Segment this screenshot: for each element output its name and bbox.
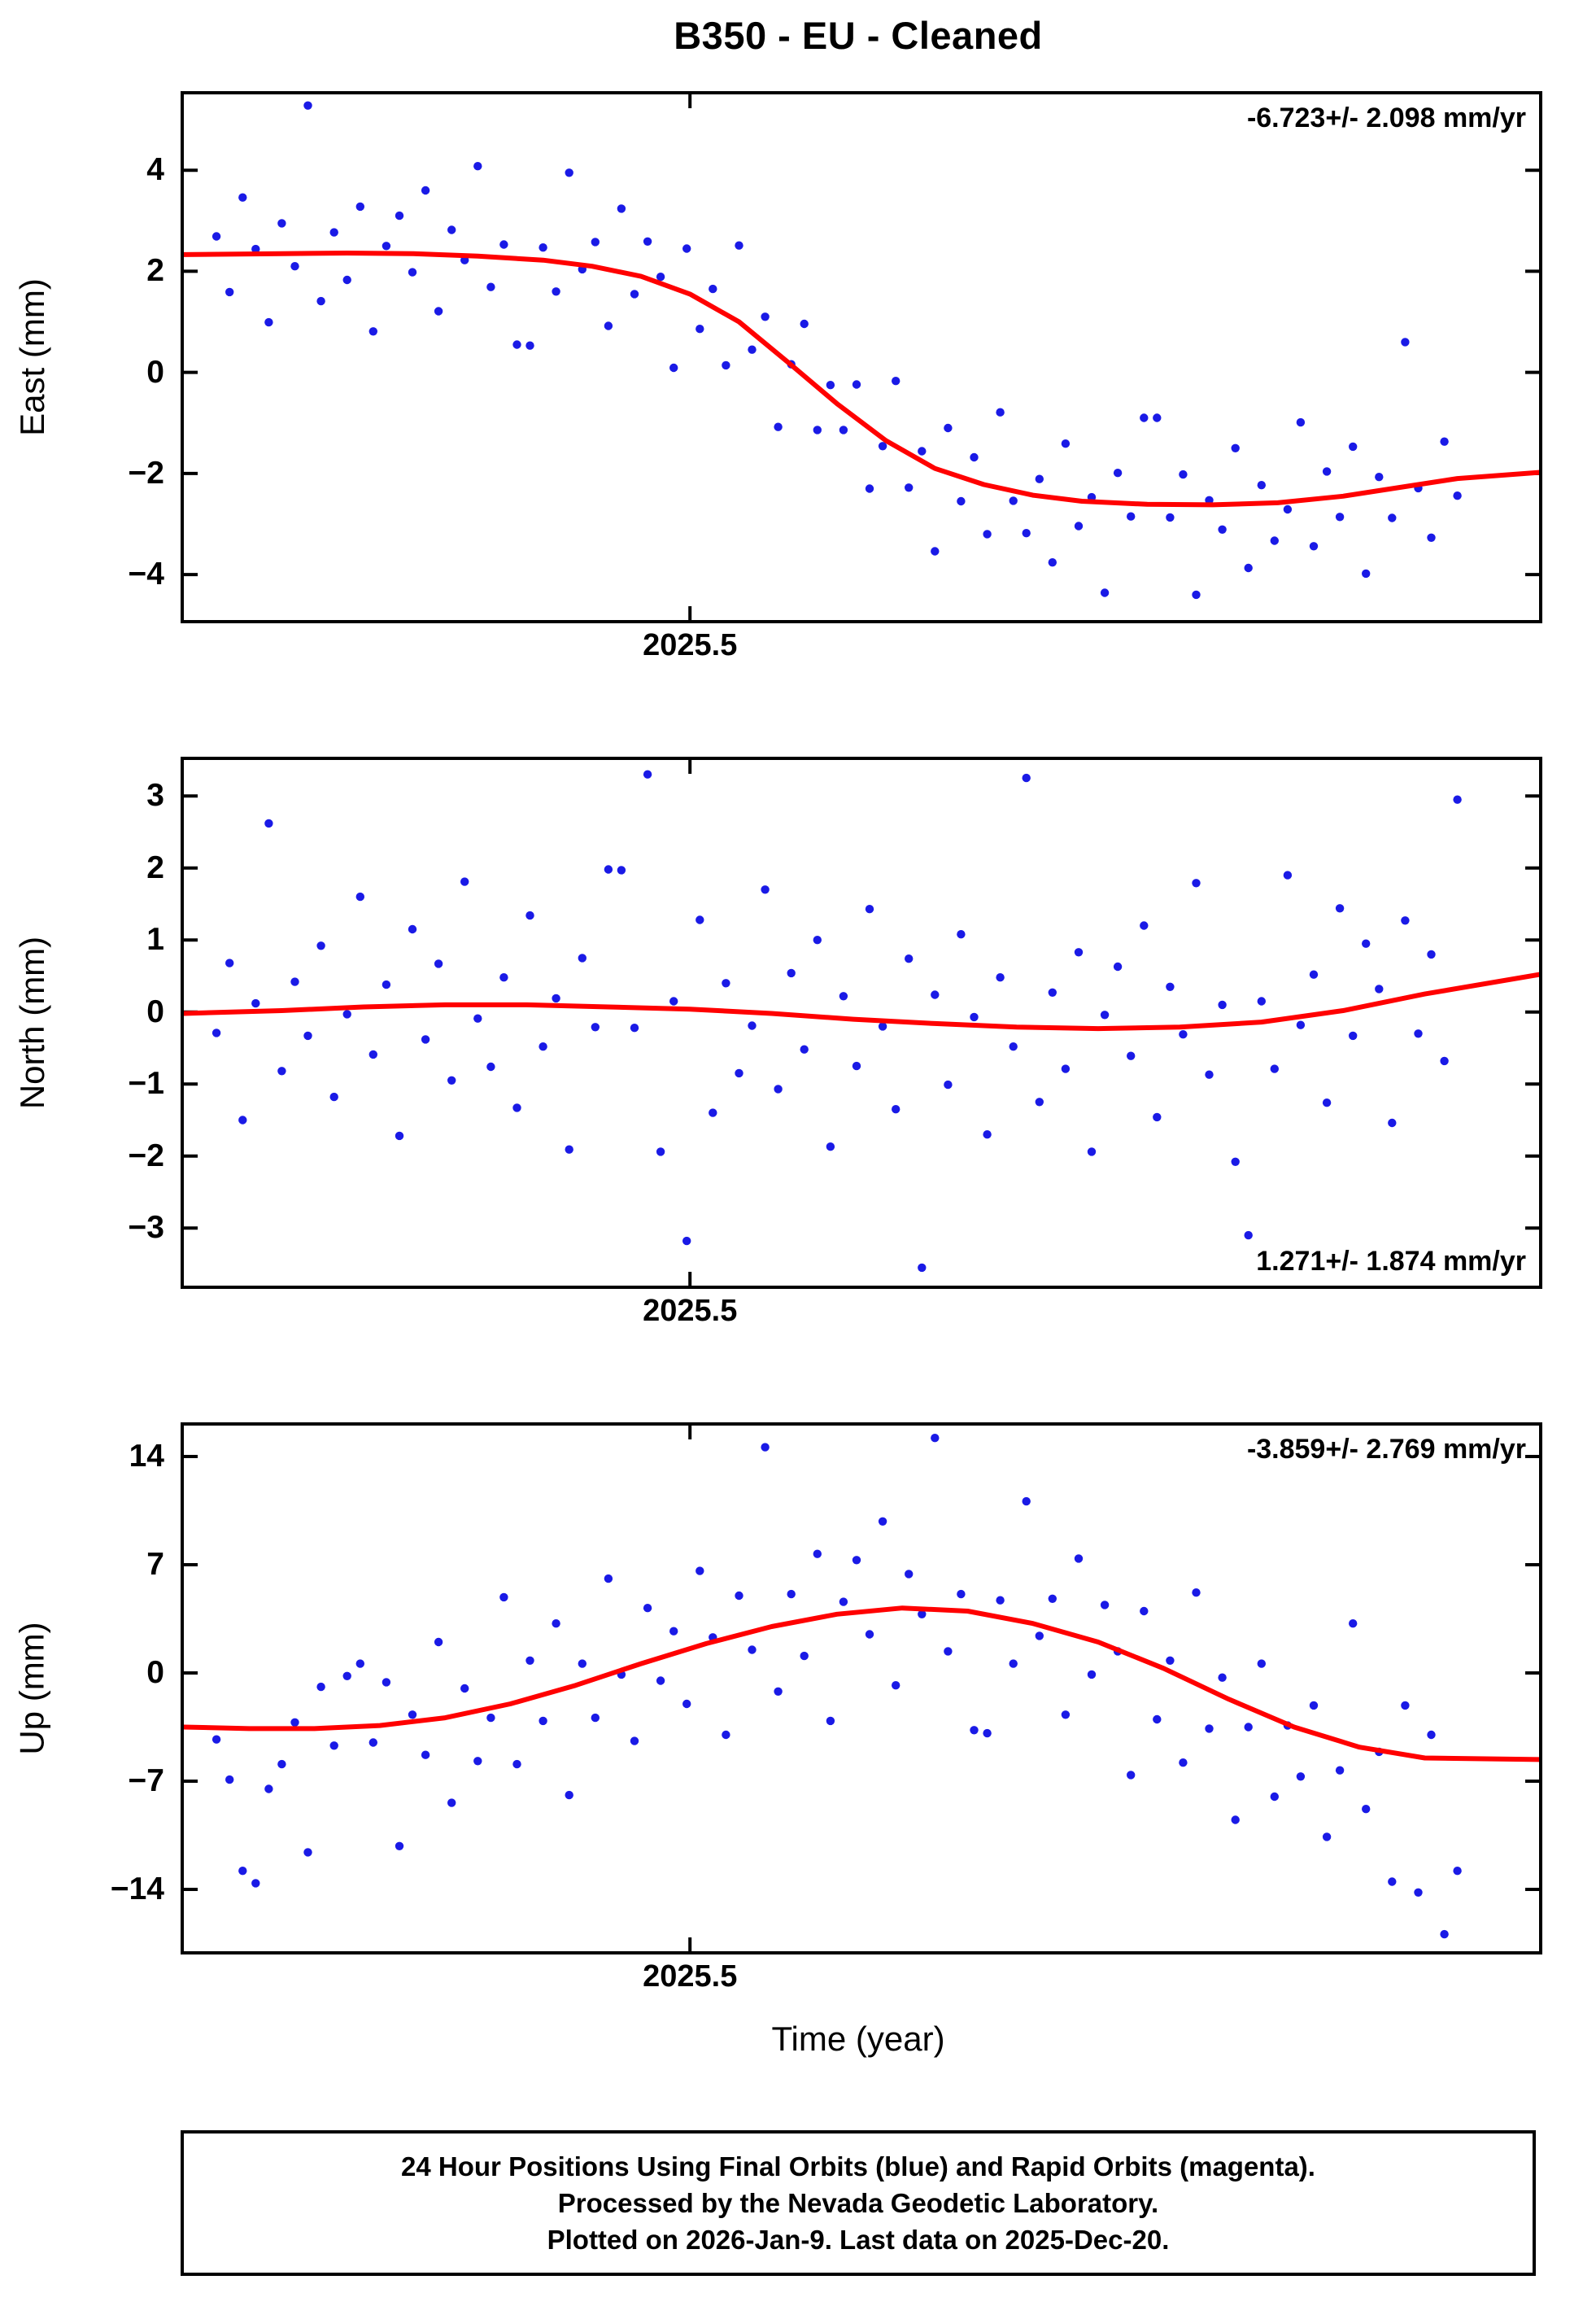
east-plot-svg (184, 94, 1539, 620)
east-ytick-label: 4 (146, 152, 164, 188)
north-rate-annotation: 1.271+/- 1.874 mm/yr (1256, 1246, 1526, 1277)
east-panel: East (mm) -6.723+/- 2.098 mm/yr 2025.5 −… (13, 91, 1542, 662)
north-ytick-label: 0 (146, 994, 164, 1029)
east-axis-title: East (mm) (13, 278, 51, 436)
up-ytick-label: 7 (146, 1547, 164, 1582)
up-axis-title: Up (mm) (13, 1622, 51, 1755)
east-xtick-label: 2025.5 (643, 628, 738, 662)
up-panel: Up (mm) -3.859+/- 2.769 mm/yr 2025.5 −14… (13, 1422, 1542, 1994)
up-ytick-label: −14 (110, 1871, 164, 1906)
up-axis-title-wrap: Up (mm) (11, 1426, 54, 1951)
north-axis-title-wrap: North (mm) (11, 760, 54, 1286)
north-ytick-label: −2 (128, 1138, 164, 1173)
east-ytick-label: 2 (146, 253, 164, 289)
up-ytick-label: 14 (129, 1439, 164, 1474)
north-ytick-label: −3 (128, 1210, 164, 1246)
footer-line-3: Plotted on 2026-Jan-9. Last data on 2025… (547, 2225, 1170, 2255)
up-rate-annotation: -3.859+/- 2.769 mm/yr (1246, 1434, 1526, 1465)
north-ytick-label: 2 (146, 849, 164, 885)
x-axis-title: Time (year) (771, 2020, 945, 2058)
east-ytick-label: −4 (128, 557, 164, 592)
footer-line-1: 24 Hour Positions Using Final Orbits (bl… (401, 2151, 1315, 2182)
up-xtick-label: 2025.5 (643, 1959, 738, 1994)
up-ytick-label: −7 (128, 1763, 164, 1798)
east-ytick-label: −2 (128, 455, 164, 491)
up-plot-svg (184, 1426, 1539, 1951)
east-ytick-label: 0 (146, 354, 164, 390)
north-axis-title: North (mm) (13, 936, 52, 1110)
footer-box: 24 Hour Positions Using Final Orbits (bl… (181, 2130, 1536, 2276)
figure-title: B350 - EU - Cleaned (674, 14, 1043, 57)
north-panel: North (mm) 1.271+/- 1.874 mm/yr 2025.5 −… (13, 757, 1542, 1328)
footer-line-2: Processed by the Nevada Geodetic Laborat… (557, 2188, 1159, 2218)
north-ytick-label: −1 (128, 1066, 164, 1102)
up-ytick-label: 0 (146, 1655, 164, 1690)
north-ytick-label: 1 (146, 922, 164, 958)
north-plot-svg (184, 760, 1539, 1286)
east-rate-annotation: -6.723+/- 2.098 mm/yr (1246, 103, 1526, 133)
north-xtick-label: 2025.5 (643, 1294, 738, 1328)
north-ytick-label: 3 (146, 778, 164, 814)
east-axis-title-wrap: East (mm) (11, 94, 54, 620)
